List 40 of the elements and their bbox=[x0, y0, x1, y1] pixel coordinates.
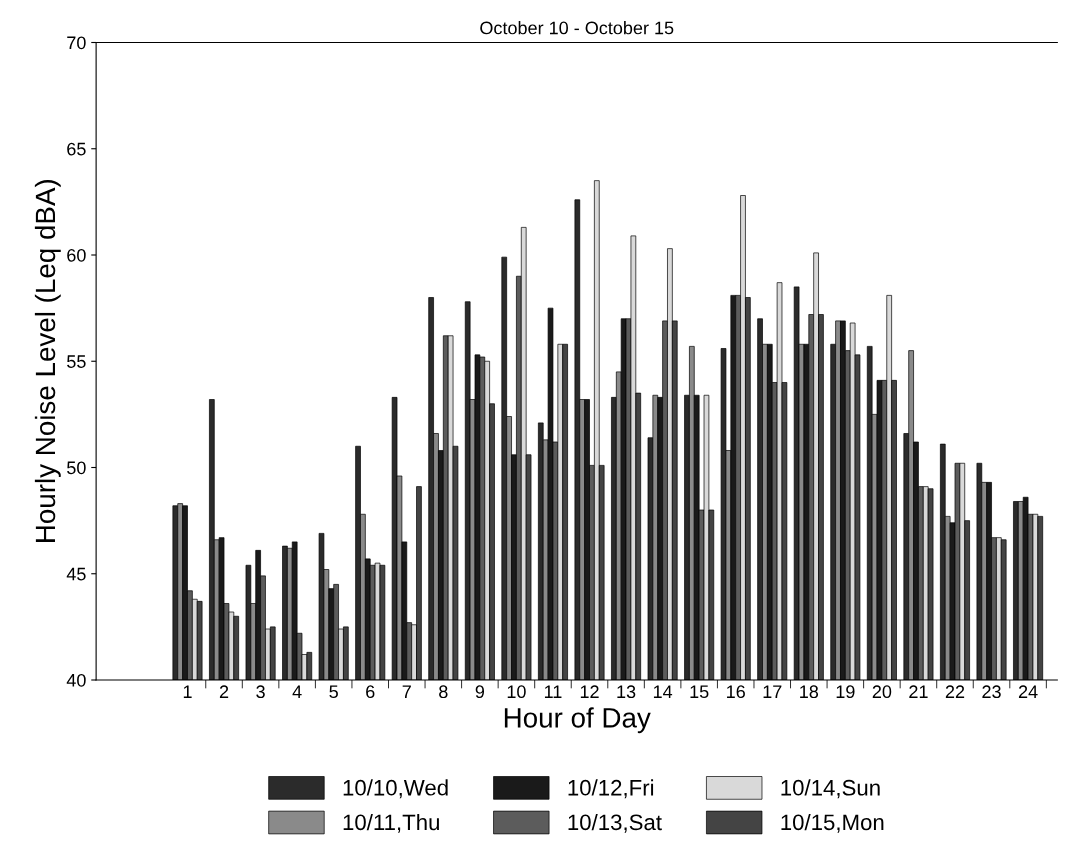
x-tick-label: 10 bbox=[507, 685, 526, 699]
legend-label: 10/15,Mon bbox=[781, 813, 884, 833]
x-tick-label: 19 bbox=[836, 685, 855, 699]
x-tick-label: 14 bbox=[653, 685, 673, 698]
legend-label: 10/11,Thu bbox=[343, 813, 439, 833]
legend-label: 10/13,Sat bbox=[568, 813, 662, 833]
x-tick-label: 3 bbox=[256, 685, 265, 699]
x-tick-label: 16 bbox=[727, 685, 745, 699]
x-tick-label: 12 bbox=[580, 685, 599, 698]
x-tick-label: 21 bbox=[909, 685, 928, 698]
y-tick-label: 55 bbox=[67, 355, 86, 368]
y-tick-label: 50 bbox=[67, 461, 86, 475]
x-tick-label: 13 bbox=[617, 685, 636, 699]
x-tick-label: 23 bbox=[982, 685, 1001, 699]
y-tick-label: 70 bbox=[67, 36, 86, 50]
y-tick-label: 65 bbox=[67, 142, 86, 156]
x-tick-label: 11 bbox=[544, 685, 562, 698]
chart-title: October 10 - October 15 bbox=[480, 21, 674, 35]
x-tick-label: 20 bbox=[872, 685, 892, 699]
x-tick-label: 15 bbox=[690, 685, 709, 699]
legend-label: 10/10,Wed bbox=[343, 779, 448, 799]
x-tick-label: 24 bbox=[1018, 685, 1038, 698]
x-tick-label: 5 bbox=[329, 685, 338, 699]
y-tick-label: 45 bbox=[66, 567, 86, 581]
x-tick-label: 6 bbox=[366, 685, 375, 699]
x-tick-label: 1 bbox=[183, 685, 192, 698]
y-axis-title: Hourly Noise Level (Leq dBA) bbox=[34, 180, 61, 542]
y-tick-label: 40 bbox=[66, 673, 86, 687]
x-tick-label: 22 bbox=[945, 685, 965, 698]
legend-label: 10/12,Fri bbox=[568, 779, 654, 799]
x-tick-label: 9 bbox=[475, 685, 485, 699]
x-tick-label: 17 bbox=[763, 685, 782, 698]
y-tick-label: 60 bbox=[67, 248, 86, 262]
x-tick-label: 7 bbox=[402, 685, 411, 698]
x-axis-title: Hour of Day bbox=[504, 707, 651, 734]
x-tick-label: 8 bbox=[439, 685, 448, 699]
x-tick-label: 4 bbox=[292, 685, 302, 698]
x-tick-label: 18 bbox=[800, 685, 819, 699]
legend-label: 10/14,Sun bbox=[781, 779, 880, 799]
x-tick-label: 2 bbox=[219, 685, 229, 698]
